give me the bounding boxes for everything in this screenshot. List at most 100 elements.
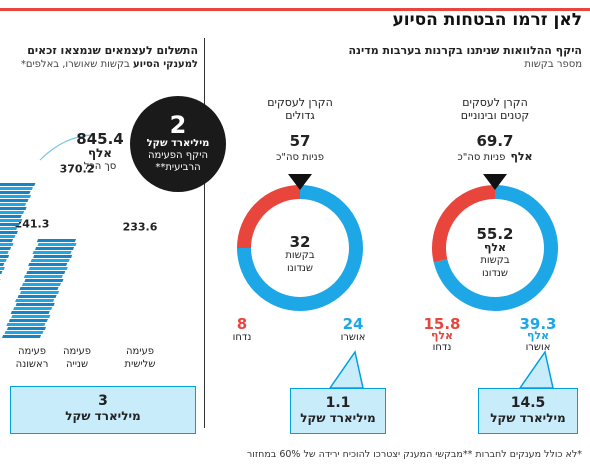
- sme-callout-value: 14.5: [510, 395, 546, 411]
- large-callout-value: 1.1: [325, 395, 351, 411]
- grant-note: [36, 239, 77, 242]
- sme-callout: 14.5 מיליארד שקל: [478, 388, 578, 434]
- grant-note: [17, 295, 57, 298]
- grant-category-label: פעימה: [63, 346, 91, 357]
- large-donut-chart: [237, 174, 363, 311]
- sme-donut-chart: [432, 174, 558, 311]
- grant-note: [8, 319, 48, 322]
- grants-total-unit: אלף: [87, 146, 113, 160]
- sme-rejected-label: 15.8 אלף נדחו: [414, 315, 470, 354]
- grants-callout: 3 מיליארד שקל: [10, 386, 196, 434]
- grant-note: [0, 183, 36, 186]
- sme-fund-title-line1: הקרן לעסקים: [462, 96, 528, 109]
- large-inquiries-value: 57: [289, 132, 311, 150]
- grant-note: [0, 263, 5, 266]
- sme-slice-rejected: [432, 185, 496, 263]
- grant-stack-3: [1, 239, 77, 338]
- grant-note: [0, 195, 32, 198]
- grant-note: [0, 207, 27, 210]
- grant-note: [4, 331, 44, 334]
- sme-fund-title: הקרן לעסקים קטנים ובינוניים: [440, 96, 550, 122]
- loans-section-subtitle: מספר בקשות: [524, 59, 582, 70]
- grant-note: [30, 259, 70, 262]
- grant-note: [28, 263, 68, 266]
- grants-section-subtitle: בקשות שאושרו, באלפים*: [20, 59, 130, 70]
- grant-note: [19, 287, 59, 290]
- large-center-label2: שנדונו: [286, 263, 313, 274]
- grant-note: [0, 271, 3, 274]
- grant-category-label: פעימה: [18, 346, 46, 357]
- large-approved-text: אושרו: [340, 332, 366, 343]
- page-title: לאן זרמו הבטחות הסיוע: [392, 10, 582, 30]
- grant-note: [0, 223, 20, 226]
- footnote: *לא כולל מענקים לחברות **מבקשי המענק יצט…: [246, 449, 582, 460]
- large-slice-approved: [237, 185, 363, 311]
- fourth-payment-badge: 2 מיליארד שקל היקף הפעימה הרביעית**: [130, 96, 226, 192]
- sme-center-label2: שנדונו: [481, 268, 508, 279]
- grant-note: [0, 259, 7, 262]
- sme-center-text: 55.2 אלף בקשות שנדונו: [445, 227, 545, 280]
- grant-note: [0, 255, 10, 258]
- grants-section-title: התשלום לעצמאים שנמצאו זכאים: [27, 44, 198, 57]
- badge-line3: הרביעית**: [155, 162, 201, 173]
- large-fund-title-line2: גדולים: [285, 109, 315, 122]
- grant-note: [6, 327, 46, 330]
- sme-approved-unit: אלף: [526, 329, 550, 342]
- large-callout-tail: [328, 350, 364, 389]
- grant-note: [10, 311, 50, 314]
- loans-section-title: היקף ההלוואות שניתנו בקרנות בערבות מדינה: [348, 44, 583, 57]
- grants-callout-value: 3: [98, 393, 108, 409]
- large-center-value: 32: [289, 233, 311, 251]
- grant-note: [0, 243, 14, 246]
- grant-note: [0, 231, 18, 234]
- sme-inquiries: 69.7 אלף פניות סה"כ: [440, 134, 550, 165]
- grant-note: [0, 215, 22, 218]
- grant-note: [0, 251, 9, 254]
- sme-center-label1: בקשות: [480, 255, 510, 266]
- large-center-label1: בקשות: [285, 250, 315, 261]
- large-rejected-value: 8: [236, 315, 248, 333]
- badge-line2: היקף הפעימה: [147, 150, 209, 161]
- large-callout-unit: מיליארד שקל: [300, 411, 376, 425]
- grant-note: [37, 243, 77, 246]
- grant-note: [0, 203, 27, 206]
- sme-fund-title-line2: קטנים ובינוניים: [460, 109, 530, 122]
- sme-approved-label: 39.3 אלף אושרו: [508, 317, 568, 354]
- large-inquiries-label: פניות סה"כ: [276, 152, 324, 163]
- grants-callout-unit: מיליארד שקל: [65, 409, 141, 423]
- large-approved-label: 24 אושרו: [328, 317, 378, 344]
- large-callout: 1.1 מיליארד שקל: [290, 388, 386, 434]
- grant-stacks-chart: 241.3 פעימה ראשונה 370.2 פעימה שנייה 233.6 פעימ…: [0, 163, 554, 389]
- grant-note: [0, 199, 29, 202]
- grant-category-label: שלישית: [125, 359, 156, 370]
- sme-inquiries-label: פניות סה"כ: [457, 152, 506, 163]
- grant-note: [1, 335, 42, 338]
- grant-note: [0, 219, 23, 222]
- grants-section-title-line2: למענקי הסיוע בקשות שאושרו, באלפים*: [21, 59, 198, 70]
- sme-approved-text: אושרו: [525, 342, 551, 353]
- grant-note: [24, 279, 64, 282]
- grant-note: [6, 323, 46, 326]
- grant-value-label: 370.2: [60, 163, 95, 176]
- large-pointer-icon: [288, 174, 312, 190]
- grant-note: [15, 299, 55, 302]
- large-inquiries: 57 פניות סה"כ: [245, 134, 355, 165]
- grant-note: [32, 251, 72, 254]
- sme-rejected-value: 15.8: [423, 315, 461, 333]
- large-rejected-label: 8 נדחו: [222, 315, 262, 344]
- grant-value-label: 233.6: [123, 221, 158, 234]
- grant-note: [0, 247, 12, 250]
- grant-note: [0, 187, 33, 190]
- grants-title-strong: למענקי הסיוע: [133, 59, 198, 70]
- sme-rejected-unit: אלף: [430, 329, 454, 342]
- grant-note: [35, 247, 75, 250]
- badge-line1: מיליארד שקל: [146, 138, 210, 149]
- grant-note: [0, 239, 14, 242]
- grant-note: [15, 303, 55, 306]
- sme-rejected-text: נדחו: [432, 342, 452, 353]
- badge-value: 2: [169, 111, 187, 139]
- grant-note: [0, 227, 18, 230]
- grant-value-label: 241.3: [15, 217, 50, 230]
- sme-inquiries-value: 69.7: [476, 132, 514, 150]
